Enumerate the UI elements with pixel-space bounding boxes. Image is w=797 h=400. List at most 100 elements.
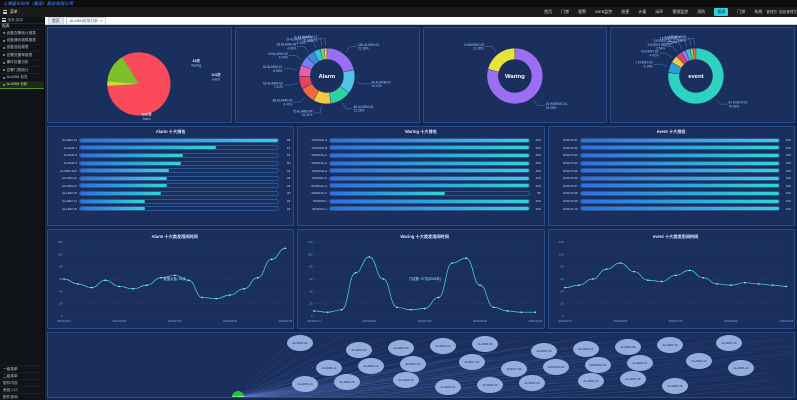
sidebar-bottom-item-2[interactable]: 配件内容 [0, 379, 44, 386]
bar-list: WARING-A 100 WARING-B 100 WARING-C 100 WARING-… [298, 136, 543, 213]
svg-text:ALARM-03: ALARM-03 [393, 346, 408, 350]
bar-row: EVENT-04 100 [552, 159, 791, 167]
bar-row: ALARM-78 40 [51, 190, 290, 198]
bar-label: WARING-C [311, 153, 328, 158]
sidebar-bottom-item-1[interactable]: 二级菜单 [0, 372, 44, 379]
svg-text:ALARM: ALARM [232, 396, 244, 399]
nav-item-11[interactable]: 系统 [754, 9, 763, 14]
tab-alarm-overview[interactable]: ALARM总览分析 ✕ [65, 17, 107, 24]
svg-text:20: 20 [310, 302, 314, 306]
bar-track [329, 137, 530, 143]
bar-fill [330, 161, 529, 165]
svg-text:3 EVENT-05: 3 EVENT-05 [654, 39, 672, 43]
nav-item-0[interactable]: 首页 [544, 9, 553, 14]
navbar-items: 首页 门禁 报警 WEB监控 巡更 计量 动环 视频监控 消防 报表 门禁 系统 [544, 8, 766, 16]
svg-text:数据点值: 61次: 数据点值: 61次 [163, 276, 186, 281]
sidebar-item-4[interactable]: 事件处置分析 [0, 60, 44, 67]
nav-item-7[interactable]: 视频监控 [672, 9, 689, 14]
panel-line-waring: Waring 十大类发用间时间 0 20 40 60 80 100 120 2023/01/11… [297, 229, 545, 329]
bar-row: ALARM-12 43 [51, 174, 290, 182]
svg-text:6.19%: 6.19% [644, 64, 653, 68]
sidebar-item-1[interactable]: 设备通讯故障报表 [0, 37, 44, 45]
svg-text:WARING-01: WARING-01 [547, 365, 564, 369]
sidebar-item-5[interactable]: 告警门禁统计 [0, 67, 44, 75]
bar-label: EVENT-04 [563, 161, 578, 166]
bar-label: EVENT-02 [563, 145, 578, 150]
nav-item-9[interactable]: 报表 [714, 8, 729, 16]
nav-item-1[interactable]: 门禁 [561, 9, 570, 14]
svg-text:event: event [212, 77, 220, 81]
sidebar-item-3[interactable]: 告警处置率报表 [0, 52, 44, 60]
sidebar-bottom-item-0[interactable]: 一级菜单 [0, 365, 44, 372]
svg-text:40: 40 [59, 289, 63, 293]
hamburger-icon[interactable] [3, 10, 7, 14]
sidebar-toggle-icon[interactable] [2, 18, 6, 22]
bar-value: 43 [286, 176, 291, 181]
sidebar-item-7[interactable]: ALARM 分析 [0, 81, 44, 90]
nav-item-6[interactable]: 动环 [655, 9, 664, 14]
list-icon [3, 39, 5, 42]
sidebar-bottom-item-3[interactable]: 系统入口 [0, 386, 44, 393]
bar-row: WARING-F 100 [301, 174, 541, 182]
bar-fill [580, 169, 779, 173]
nav-item-10[interactable]: 门禁 [737, 9, 746, 14]
bar-row: EVENT-10 100 [552, 205, 791, 213]
tab-home[interactable]: 首页 [48, 17, 64, 24]
svg-text:2023/07/16: 2023/07/16 [168, 319, 182, 323]
bar-track [579, 198, 780, 204]
bar-row: ALARM-5 50 [51, 159, 290, 167]
svg-text:100: 100 [558, 252, 563, 256]
bar-fill [80, 161, 182, 165]
svg-text:ALARM-35: ALARM-35 [625, 377, 640, 381]
bar-fill [580, 138, 779, 142]
bar-value: 58 [537, 191, 541, 196]
svg-text:100: 100 [58, 252, 63, 256]
bar-fill [330, 169, 529, 173]
bar-label: EVENT-06 [563, 176, 578, 181]
svg-text:2023/07/16: 2023/07/16 [668, 319, 682, 323]
sidebar-item-label: 事件处置分析 [6, 60, 29, 65]
nav-item-2[interactable]: 报警 [578, 9, 587, 14]
svg-text:73 ALARM-04: 73 ALARM-04 [293, 109, 313, 113]
nav-item-5[interactable]: 计量 [638, 9, 647, 14]
svg-text:ALARM-22: ALARM-22 [691, 359, 706, 363]
bar-track [579, 206, 780, 212]
bar-fill [580, 153, 779, 157]
bar-label: WARING-J [312, 206, 328, 211]
svg-text:60: 60 [310, 277, 314, 281]
bar-track [79, 152, 280, 158]
panel-title: Alarm 十大排名 [155, 128, 186, 134]
bar-value: 43 [286, 183, 291, 188]
bar-row: WARING-C 100 [301, 152, 541, 160]
svg-text:40: 40 [560, 289, 564, 293]
nav-item-4[interactable]: 巡更 [621, 9, 630, 14]
svg-text:78.95%: 78.95% [545, 106, 556, 110]
close-icon[interactable]: ✕ [99, 19, 103, 23]
nav-item-3[interactable]: WEB监控 [595, 9, 613, 14]
bar-value: 40 [286, 191, 291, 196]
svg-text:ALARM-21: ALARM-21 [632, 361, 647, 365]
svg-text:2023/01/11: 2023/01/11 [307, 319, 321, 323]
nav-item-8[interactable]: 消防 [697, 9, 706, 14]
svg-text:Alarm: Alarm [143, 117, 152, 121]
navbar-left: 菜单 [0, 10, 45, 15]
svg-text:80: 80 [560, 265, 564, 269]
menu-label[interactable]: 菜单 [10, 9, 18, 14]
bar-track [79, 168, 280, 174]
sidebar-search[interactable]: 搜索 菜单 [0, 17, 44, 24]
bar-label: EVENT-10 [563, 206, 578, 211]
bar-label: ALARM-1 [63, 145, 77, 150]
sidebar-bottom-item-4[interactable]: 配件查询 [0, 393, 44, 400]
svg-text:6.56%: 6.56% [273, 69, 282, 73]
svg-text:40 ALARM-08: 40 ALARM-08 [268, 52, 288, 56]
sidebar-item-0[interactable]: 设备告警统计报表 [0, 30, 44, 38]
bar-value: 100 [785, 183, 791, 188]
sidebar-item-6[interactable]: ALARM 总览 [0, 74, 44, 82]
current-user-label[interactable]: 管理员: 超级管理员 [766, 9, 797, 14]
sidebar-item-label: 设备通讯故障报表 [6, 38, 37, 43]
bar-track [79, 198, 280, 204]
svg-text:16 ALARM-11: 16 ALARM-11 [293, 35, 313, 39]
sidebar-item-2[interactable]: 设备巡检报表 [0, 45, 44, 53]
bar-track [329, 206, 530, 212]
bar-fill [330, 146, 529, 150]
